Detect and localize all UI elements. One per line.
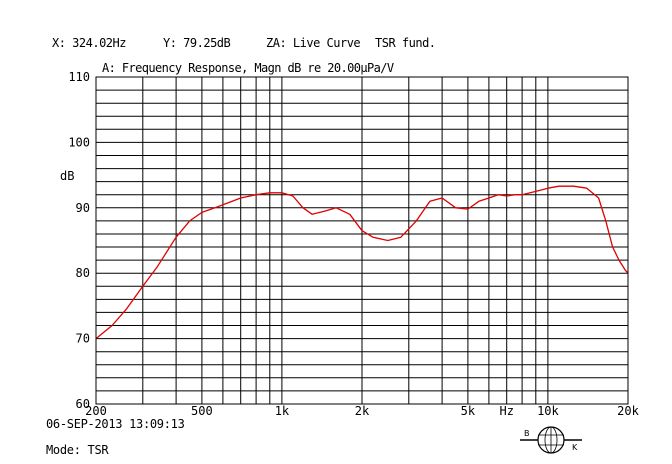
y-tick-label: 100 — [68, 135, 90, 149]
y-tick-label: 80 — [76, 266, 90, 280]
y-tick-label: 110 — [68, 70, 90, 84]
x-tick-label: 10k — [537, 404, 559, 418]
svg-text:K: K — [572, 443, 578, 452]
series-line — [95, 185, 629, 340]
x-tick-label: 200 — [85, 404, 107, 418]
chart-title: A: Frequency Response, Magn dB re 20.00µ… — [102, 61, 394, 75]
series-layer — [95, 185, 629, 340]
za-readout: ZA: Live Curve — [266, 36, 361, 50]
x-tick-label: 20k — [617, 404, 639, 418]
x-tick-label: 2k — [355, 404, 370, 418]
measurement-date: 06-SEP-2013 13:09:13 — [46, 417, 185, 431]
y-tick-label: 60 — [76, 397, 90, 411]
cursor-x-readout: X: 324.02Hz — [52, 36, 126, 50]
x-tick-label: 1k — [275, 404, 290, 418]
curve-name: TSR fund. — [375, 36, 436, 50]
axis-ticks: 60 70 80 90 100 110 200 500 1k 2k 5k Hz 10k 20k — [68, 70, 639, 418]
x-tick-label: Hz — [499, 404, 513, 418]
cursor-y-readout: Y: 79.25dB — [163, 36, 231, 50]
plot-frame — [95, 76, 629, 405]
svg-text:B: B — [524, 429, 530, 438]
measurement-mode: Mode: TSR — [46, 443, 109, 457]
y-axis-label: dB — [60, 169, 74, 183]
grid — [96, 77, 628, 404]
bruel-kjaer-logo: B K — [520, 426, 582, 454]
x-tick-label: 500 — [191, 404, 213, 418]
y-tick-label: 90 — [76, 201, 90, 215]
x-tick-label: 5k — [461, 404, 476, 418]
y-tick-label: 70 — [76, 332, 90, 346]
